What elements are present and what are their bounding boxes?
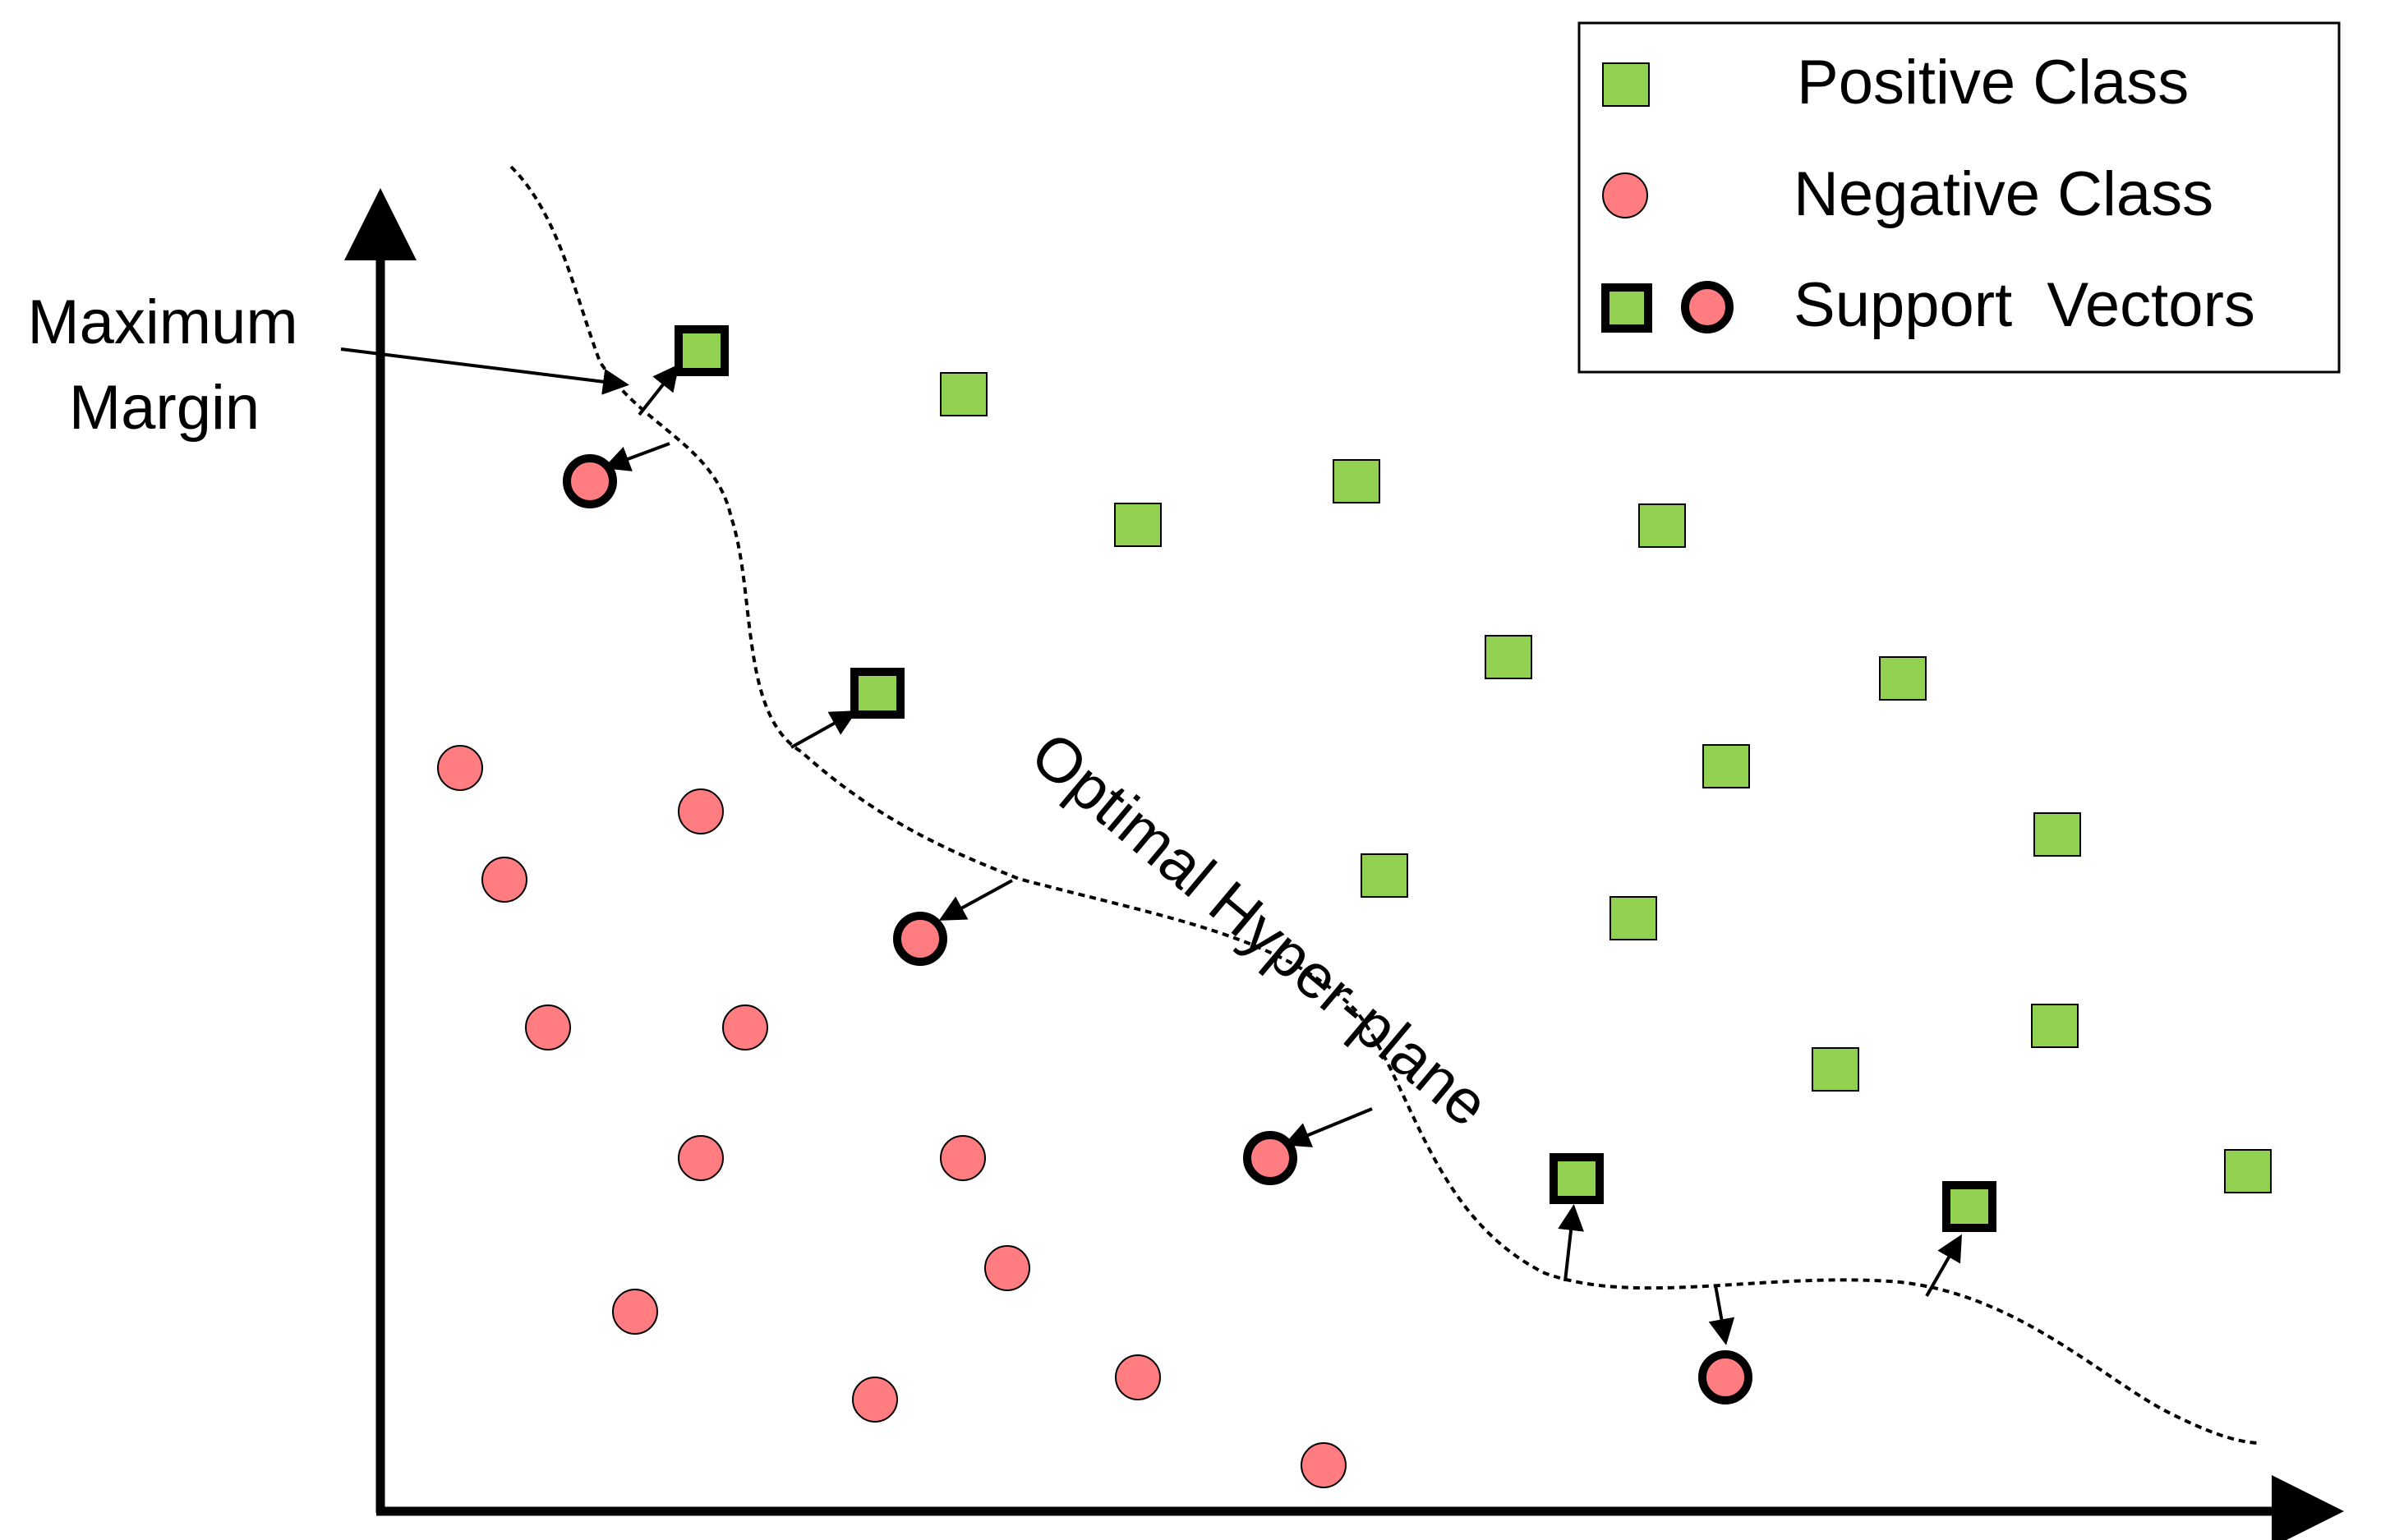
negative-point [481,857,527,903]
negative-point [984,1245,1030,1291]
positive-support-vector [1550,1153,1604,1204]
positive-point [1879,656,1927,701]
positive-point [2224,1149,2272,1193]
positive-point [1333,459,1380,503]
margin-arrow [790,710,858,749]
margin-arrows [340,347,1962,1345]
margin-arrow [603,442,670,471]
legend-support-square-swatch [1601,283,1652,333]
positive-point [940,372,988,416]
negative-point [678,788,724,834]
negative-point [437,745,483,791]
positive-point [2031,1004,2079,1048]
negative-point [1301,1442,1347,1488]
positive-point [1114,503,1162,547]
negative-point [940,1135,986,1181]
margin-arrow [938,879,1013,921]
negative-support-vector [893,912,947,966]
negative-point [1115,1354,1161,1400]
margin-arrow [1558,1204,1584,1282]
positive-point [2033,812,2081,857]
negative-point [852,1377,898,1423]
positive-support-vector [850,668,905,719]
margin-arrow [1708,1285,1735,1345]
negative-support-vector [563,454,617,508]
negative-point [525,1004,571,1050]
legend-support-circle-swatch [1681,281,1734,333]
margin-arrow [638,364,679,416]
negative-support-vector [1243,1131,1297,1185]
negative-support-vectors [563,454,1752,1404]
legend: Positive Class Negative Class Support Ve… [1577,21,2341,374]
legend-positive-swatch [1602,62,1650,107]
maximum-margin-label-line2: Margin [69,373,260,443]
positive-support-vector [1942,1181,1996,1232]
negative-point [678,1135,724,1181]
margin-arrow [1925,1234,1962,1297]
legend-negative-swatch [1602,172,1648,218]
positive-point [1485,635,1532,679]
legend-positive-label: Positive Class [1797,48,2189,117]
negative-support-vector [1698,1350,1752,1404]
positive-point [1702,744,1750,788]
negative-point [722,1004,768,1050]
legend-negative-label: Negative Class [1794,159,2213,229]
legend-support-label: Support Vectors [1794,270,2255,340]
maximum-margin-pointer [340,347,629,395]
positive-point [1812,1047,1859,1092]
positive-support-vector [675,325,729,376]
maximum-margin-label-line1: Maximum [27,287,297,357]
optimal-hyperplane-curve [509,165,2259,1445]
positive-point [1609,896,1657,940]
positive-point [1361,853,1408,898]
optimal-hyperplane-label: Optimal Hyper-plane [1018,719,1502,1140]
positive-point [1638,503,1686,548]
positive-class-points [940,372,2272,1193]
positive-support-vectors [675,325,1996,1232]
negative-class-points [437,745,1347,1488]
negative-point [612,1289,658,1335]
margin-arrow [1283,1107,1373,1147]
